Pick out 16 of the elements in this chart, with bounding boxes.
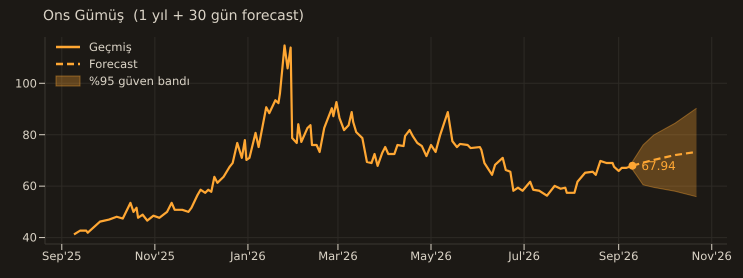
x-tick-label: May'26 — [410, 249, 452, 264]
x-tick-label: Jan'26 — [229, 249, 266, 264]
x-tick-label: Nov'26 — [692, 249, 732, 264]
y-tick-label: 60 — [22, 179, 37, 194]
x-tick-label: Sep'26 — [598, 249, 638, 264]
y-tick-label: 80 — [22, 128, 37, 142]
x-tick-label: Sep'25 — [42, 249, 82, 264]
annotation: %95 güven bandı — [89, 74, 190, 88]
y-tick-label: 100 — [15, 76, 37, 90]
y-tick-label: 40 — [22, 230, 37, 245]
x-tick-label: Jul'26 — [507, 249, 540, 264]
legend-label: Forecast — [89, 57, 138, 71]
x-tick-label: Nov'25 — [134, 249, 175, 264]
legend-label: Geçmiş — [89, 40, 132, 54]
x-tick-label: Mar'26 — [318, 249, 358, 264]
chart-title: Ons Gümüş (1 yıl + 30 gün forecast) — [43, 8, 304, 24]
